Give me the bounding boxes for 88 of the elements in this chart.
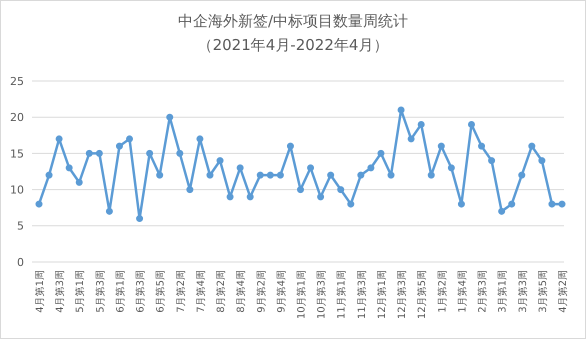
point [398,106,405,114]
y-tick-label: 5 [17,220,24,233]
x-tick-label: 7月第2周 [174,270,187,313]
point [528,142,536,150]
point [76,178,83,186]
point [116,142,123,150]
x-tick-label: 12月第3周 [396,270,408,320]
x-tick-label: 10月第1周 [296,270,308,320]
x-tick-label: 3月第1周 [496,270,509,313]
x-tick-label: 3月第5周 [536,270,549,313]
point [468,120,475,128]
point [46,172,53,179]
point [297,186,304,194]
x-tick-label: 1月第2周 [436,270,448,313]
point [418,120,425,128]
y-tick-label: 25 [10,74,24,88]
point [96,150,103,157]
x-tick-label: 10月第3周 [316,270,328,320]
point [156,172,164,179]
point [337,186,344,194]
x-tick-label: 1月第4周 [456,270,468,313]
point [206,172,214,179]
point [538,157,546,164]
point [236,164,244,172]
point [498,208,506,215]
point [256,172,264,179]
point [86,150,93,157]
x-tick-label: 7月第4周 [194,270,207,313]
x-tick-label: 12月第5周 [416,270,428,320]
point [56,135,63,142]
point [196,135,204,142]
point [176,150,184,157]
point [518,172,526,179]
point [106,208,113,215]
point [266,172,274,179]
x-tick-label: 4月第2周 [557,270,569,313]
chart-title: 中企海外新签/中标项目数量周统计 [178,12,408,30]
x-tick-label: 5月第1周 [74,270,86,313]
x-tick-label: 11月第1周 [336,270,348,320]
y-tick-label: 20 [10,111,24,124]
point [226,193,234,200]
y-tick-label: 0 [17,256,24,269]
point [246,193,254,200]
y-tick-label: 15 [10,147,24,160]
x-tick-label: 9月第4周 [275,270,288,313]
x-tick-label: 8月第2周 [215,270,228,313]
point [438,142,445,150]
point [488,157,496,164]
x-tick-label: 6月第3周 [134,270,147,313]
x-tick-label: 2月第3周 [476,270,489,313]
point [377,150,384,157]
point [367,164,374,172]
point [347,200,354,208]
point [408,135,415,142]
point [136,215,144,222]
x-tick-label: 3月第3周 [516,270,529,313]
x-tick-label: 4月第1周 [34,270,46,313]
point [276,172,284,179]
point [307,164,314,172]
point [558,200,566,208]
point [548,200,556,208]
x-tick-label: 4月第3周 [54,270,66,313]
point [357,172,364,179]
point [388,172,395,179]
point [216,157,224,164]
x-tick-label: 6月第5周 [154,270,167,313]
point [448,164,455,172]
point [186,186,194,194]
point [286,142,294,150]
x-tick-label: 8月第4周 [235,270,248,313]
chart-subtitle: （2021年4月-2022年4月） [198,36,388,54]
point [508,200,516,208]
x-tick-label: 11月第3周 [356,270,368,320]
point [478,142,486,150]
point [66,164,73,172]
point [36,200,42,208]
x-tick-label: 12月第1周 [376,270,388,320]
point [317,193,324,200]
point [428,172,435,179]
point [126,135,134,142]
point [166,114,174,121]
point [146,150,154,157]
point [458,200,465,208]
x-tick-label: 6月第1周 [114,270,126,313]
x-tick-label: 9月第2周 [255,270,268,313]
y-tick-label: 10 [10,183,24,196]
x-tick-label: 5月第3周 [94,270,106,313]
point [327,172,334,179]
